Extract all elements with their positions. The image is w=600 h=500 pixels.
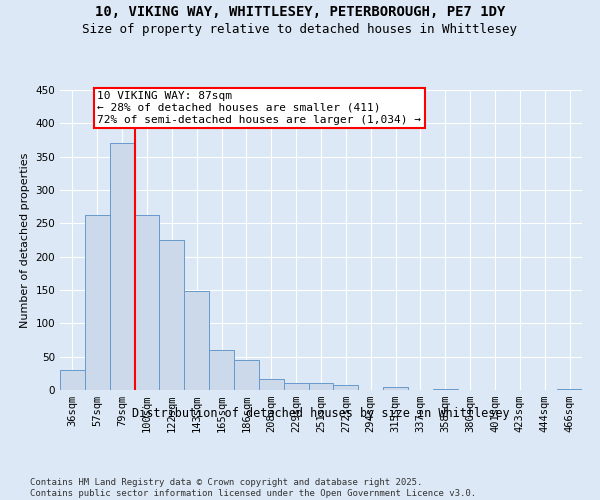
Bar bbox=[259, 378, 284, 390]
Text: Size of property relative to detached houses in Whittlesey: Size of property relative to detached ho… bbox=[83, 22, 517, 36]
Bar bbox=[308, 384, 334, 390]
Y-axis label: Number of detached properties: Number of detached properties bbox=[20, 152, 30, 328]
Bar bbox=[284, 384, 308, 390]
Bar bbox=[184, 292, 209, 390]
Bar bbox=[85, 216, 110, 390]
Text: Contains HM Land Registry data © Crown copyright and database right 2025.
Contai: Contains HM Land Registry data © Crown c… bbox=[30, 478, 476, 498]
Bar bbox=[134, 216, 160, 390]
Bar bbox=[383, 386, 408, 390]
Bar bbox=[110, 144, 134, 390]
Bar bbox=[234, 360, 259, 390]
Bar bbox=[160, 240, 184, 390]
Bar bbox=[557, 388, 582, 390]
Bar bbox=[209, 350, 234, 390]
Text: 10, VIKING WAY, WHITTLESEY, PETERBOROUGH, PE7 1DY: 10, VIKING WAY, WHITTLESEY, PETERBOROUGH… bbox=[95, 5, 505, 19]
Text: Distribution of detached houses by size in Whittlesey: Distribution of detached houses by size … bbox=[132, 408, 510, 420]
Bar bbox=[334, 386, 358, 390]
Text: 10 VIKING WAY: 87sqm
← 28% of detached houses are smaller (411)
72% of semi-deta: 10 VIKING WAY: 87sqm ← 28% of detached h… bbox=[97, 92, 421, 124]
Bar bbox=[60, 370, 85, 390]
